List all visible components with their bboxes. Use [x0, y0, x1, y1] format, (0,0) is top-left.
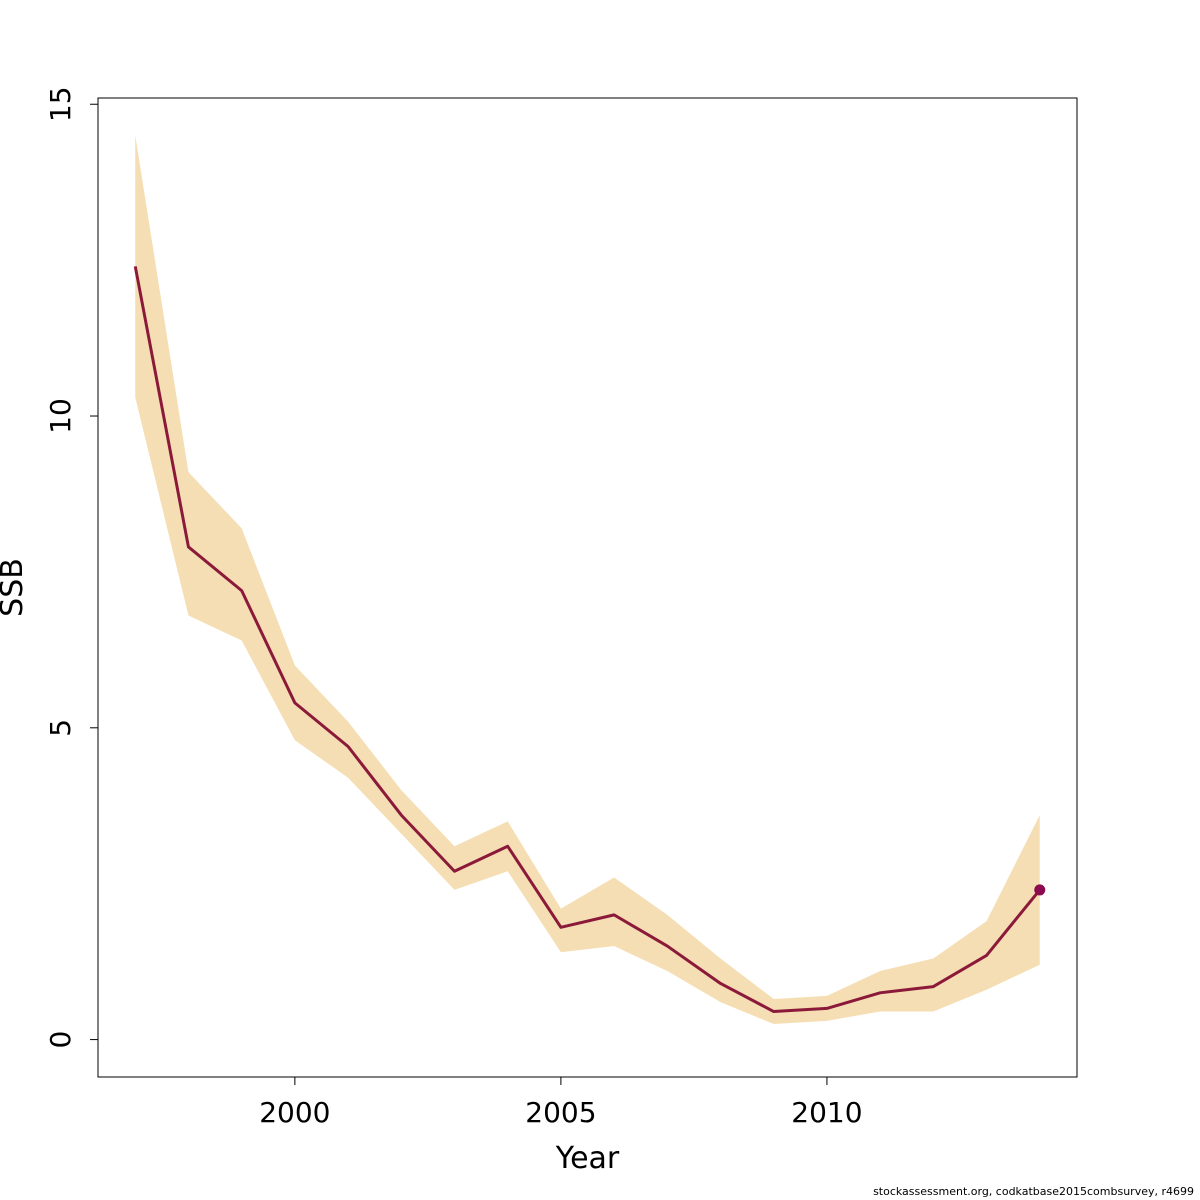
ssb-line [133, 266, 1041, 1014]
x-tick-label: 2010 [791, 1096, 862, 1129]
y-tick-label: 15 [44, 86, 77, 122]
x-axis: 2000 2005 2010 [259, 1076, 863, 1129]
footnote: stockassessment.org, codkatbase2015combs… [873, 1185, 1194, 1198]
x-axis-title: Year [555, 1141, 620, 1176]
last-point-layer [1034, 884, 1046, 896]
x-tick-label: 2000 [259, 1096, 330, 1129]
last-year-point [1034, 884, 1046, 896]
confidence-band-layer [135, 135, 1040, 1024]
x-tick-label: 2005 [525, 1096, 596, 1129]
y-tick-label: 5 [44, 719, 77, 737]
confidence-band [135, 135, 1040, 1024]
y-axis-title: SSB [0, 558, 30, 617]
series-line-layer [133, 266, 1041, 1014]
y-tick-label: 10 [44, 398, 77, 434]
y-axis: 0 5 10 15 [44, 86, 99, 1049]
y-tick-label: 0 [44, 1031, 77, 1049]
